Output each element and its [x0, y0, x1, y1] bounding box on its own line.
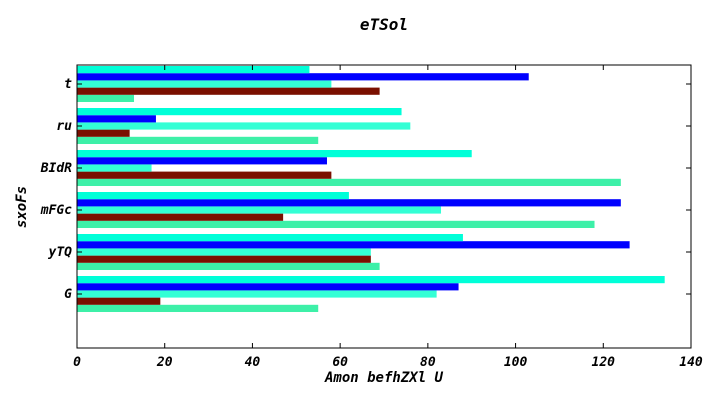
x-tick-label: 60 [332, 355, 348, 370]
bar-ru-series-3 [77, 122, 411, 130]
bar-mFGc-series-3 [77, 206, 442, 214]
bar-t-series-2 [77, 87, 380, 95]
x-tick-label: 40 [245, 355, 261, 370]
bar-group [77, 66, 665, 312]
x-tick-label: 20 [156, 355, 173, 370]
bar-t-series-5 [77, 66, 310, 74]
bar-mFGc-series-4 [77, 199, 621, 207]
bar-yTQ-series-4 [77, 241, 630, 249]
y-tick-label: mFGc [40, 203, 72, 218]
bar-mFGc-series-5 [77, 192, 349, 200]
y-tick-label: ru [56, 119, 72, 134]
bar-t-series-1 [77, 94, 135, 102]
y-axis-label: sxoFs [14, 186, 30, 228]
bar-yTQ-series-5 [77, 234, 463, 242]
x-tick-label: 0 [73, 355, 81, 370]
bar-ru-series-5 [77, 108, 402, 116]
bar-G-series-2 [77, 297, 161, 305]
bar-G-series-3 [77, 290, 437, 298]
bar-G-series-4 [77, 283, 459, 291]
bar-ru-series-1 [77, 136, 319, 144]
bar-t-series-4 [77, 73, 529, 81]
x-axis-label: Amon befhZXl U [324, 370, 444, 386]
chart-title: eTSol [360, 15, 408, 34]
bar-BIdR-series-1 [77, 178, 621, 186]
bar-BIdR-series-3 [77, 164, 152, 172]
x-tick-label: 120 [592, 355, 616, 370]
y-tick-label: BIdR [40, 161, 72, 176]
bar-BIdR-series-4 [77, 157, 327, 165]
bar-ru-series-4 [77, 115, 156, 123]
y-tick-label: G [64, 287, 72, 302]
bar-G-series-1 [77, 304, 319, 312]
y-tick-label: yTQ [48, 245, 73, 260]
bar-mFGc-series-2 [77, 213, 284, 221]
bar-t-series-3 [77, 80, 332, 88]
bar-mFGc-series-1 [77, 220, 595, 228]
bar-BIdR-series-5 [77, 150, 472, 158]
bar-ru-series-2 [77, 129, 130, 137]
plot-frame [76, 64, 692, 349]
y-tick-label: t [64, 77, 72, 92]
x-tick-label: 140 [679, 355, 703, 370]
bar-yTQ-series-2 [77, 255, 371, 263]
x-tick-label: 100 [504, 355, 528, 370]
bar-BIdR-series-2 [77, 171, 332, 179]
bar-G-series-5 [77, 276, 665, 284]
bar-yTQ-series-3 [77, 248, 371, 256]
x-tick-label: 80 [420, 355, 436, 370]
bar-yTQ-series-1 [77, 262, 380, 270]
